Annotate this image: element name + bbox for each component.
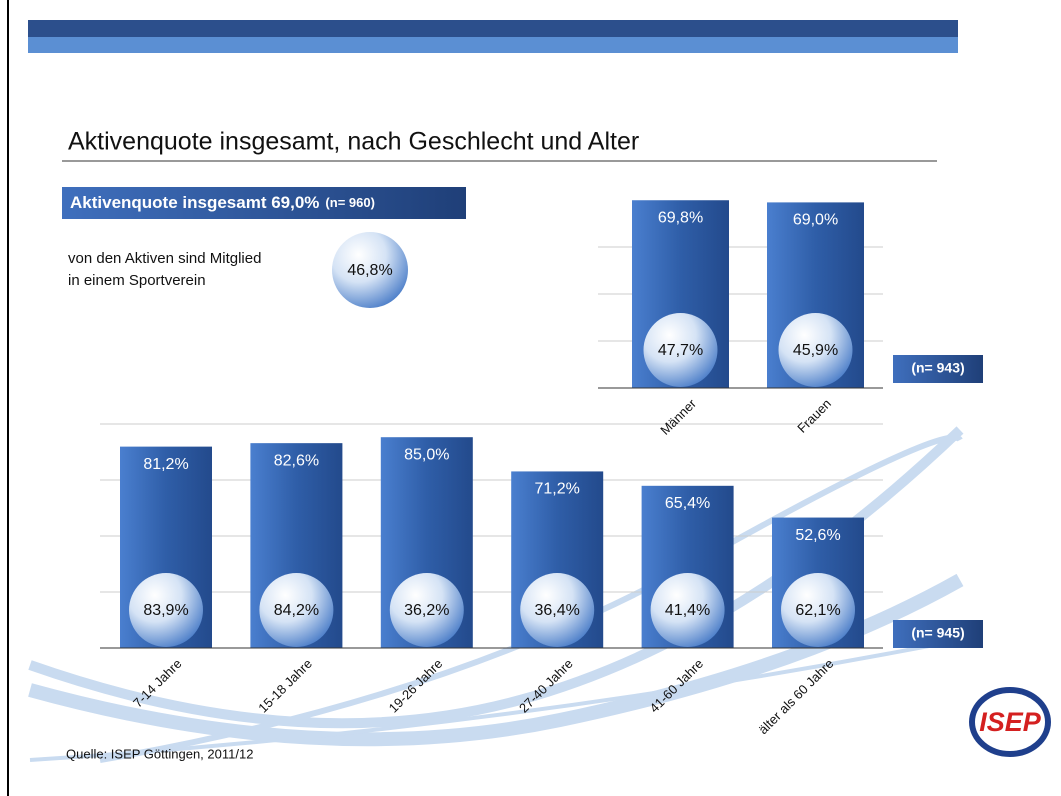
member-circle [520,573,595,647]
member-circle [259,573,334,647]
banner-main: Aktivenquote insgesamt 69,0% [70,193,319,212]
member-circle [389,573,464,647]
member-circle [643,313,718,387]
bar-value-label: 71,2% [535,481,580,498]
member-circle [332,232,408,308]
bar-value-label: 69,8% [658,209,703,226]
banner-box [62,187,466,219]
member-circle [129,573,203,647]
logo-text: ISEP [979,707,1042,737]
bar-value-label: 69,0% [793,212,838,229]
member-value-label: 36,4% [535,602,580,619]
bar-value-label: 52,6% [795,527,840,544]
bar-value-label: 81,2% [143,456,188,473]
member-note: in einem Sportverein [68,272,206,289]
n-label: (n= 943) [911,360,964,376]
bar-value-label: 85,0% [404,446,449,463]
member-value-label: 83,9% [143,602,188,619]
top-band [28,20,958,37]
n-box [893,355,983,383]
member-value-label: 84,2% [274,602,319,619]
member-value-label: 45,9% [793,342,838,359]
member-value: 46,8% [347,262,392,279]
source: Quelle: ISEP Göttingen, 2011/12 [66,746,253,761]
top-band [28,37,958,53]
logo: ISEP [969,687,1051,757]
banner-text: Aktivenquote insgesamt 69,0% (n= 960) [70,193,375,212]
member-circle [781,573,855,647]
bar-value-label: 82,6% [274,452,319,469]
member-circle [778,313,853,387]
member-value-label: 47,7% [658,342,703,359]
bar-value-label: 65,4% [665,495,710,512]
member-value-label: 62,1% [795,602,840,619]
n-box [893,620,983,648]
member-circle [650,573,725,647]
member-note: von den Aktiven sind Mitglied [68,250,261,267]
n-label: (n= 945) [911,625,964,641]
banner-n: (n= 960) [325,195,375,210]
member-value-label: 36,2% [404,602,449,619]
member-value-label: 41,4% [665,602,710,619]
title: Aktivenquote insgesamt, nach Geschlecht … [68,128,639,156]
